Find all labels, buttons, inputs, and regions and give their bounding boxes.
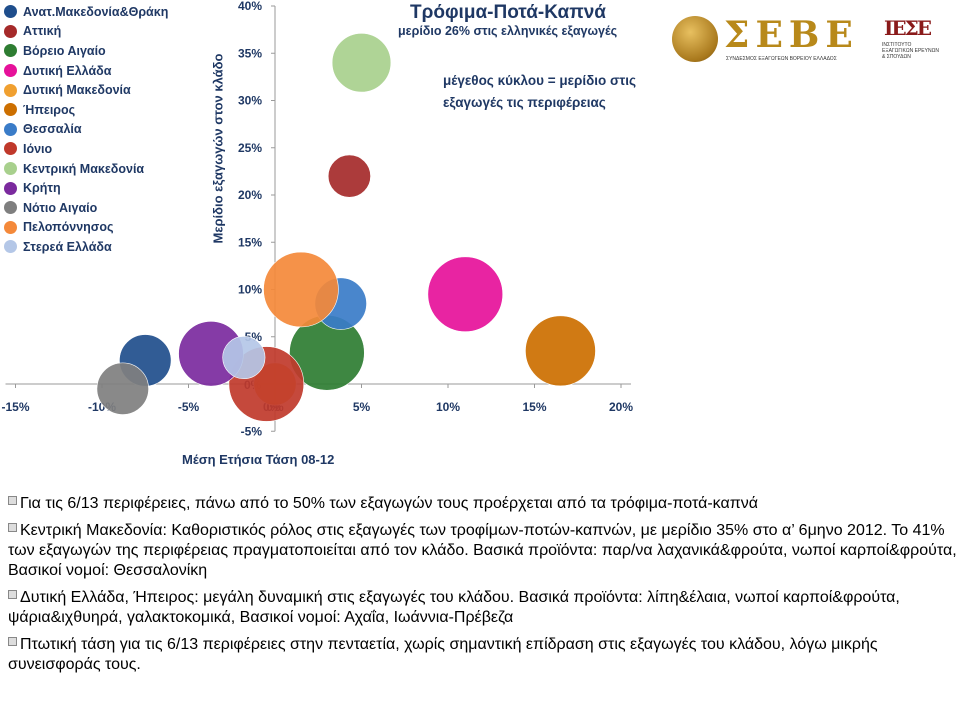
legend-swatch bbox=[4, 181, 17, 195]
legend-item: Δυτική Μακεδονία bbox=[4, 80, 179, 100]
legend-swatch bbox=[4, 162, 17, 176]
legend-swatch bbox=[4, 142, 17, 156]
legend-label: Βόρειο Αιγαίο bbox=[23, 43, 106, 58]
legend-label: Στερεά Ελλάδα bbox=[23, 239, 112, 254]
legend-swatch bbox=[4, 83, 17, 97]
legend-label: Κεντρική Μακεδονία bbox=[23, 161, 145, 176]
bubbles bbox=[96, 33, 596, 422]
legend: Ανατ.Μακεδονία&Θράκη Αττική Βόρειο Αιγαίο Δ… bbox=[4, 2, 179, 257]
legend-label: Θεσσαλία bbox=[23, 122, 82, 137]
bullet-list: Για τις 6/13 περιφέρειες, πάνω από το 50… bbox=[8, 494, 960, 682]
y-tick-label: 35% bbox=[238, 46, 262, 60]
y-tick-label: 25% bbox=[238, 141, 262, 155]
legend-item: Βόρειο Αιγαίο bbox=[4, 41, 179, 61]
x-tick-label: 15% bbox=[522, 400, 546, 414]
legend-item: Ήπειρος bbox=[4, 100, 179, 120]
legend-item: Νότιο Αιγαίο bbox=[4, 198, 179, 218]
legend-swatch bbox=[4, 240, 17, 254]
x-tick-label: -15% bbox=[1, 400, 29, 414]
bubble bbox=[263, 251, 339, 328]
legend-label: Νότιο Αιγαίο bbox=[23, 200, 98, 215]
bullet-item: Πτωτική τάση για τις 6/13 περιφέρειες στ… bbox=[8, 636, 878, 673]
bullet-item: Για τις 6/13 περιφέρειες, πάνω από το 50… bbox=[8, 494, 960, 514]
legend-swatch bbox=[4, 103, 17, 117]
size-note: μέγεθος κύκλου = μερίδιο στις εξαγωγές τ… bbox=[443, 73, 637, 110]
x-tick-label: 5% bbox=[353, 400, 371, 414]
chart-title: Τρόφιμα-Ποτά-Καπνά bbox=[410, 2, 606, 23]
legend-label: Ήπειρος bbox=[23, 102, 76, 117]
legend-swatch bbox=[4, 24, 17, 38]
legend-swatch bbox=[4, 44, 17, 58]
bullet-icon bbox=[8, 590, 17, 599]
seve-logo-subtitle: ΣΥΝΔΕΣΜΟΣ ΕΞΑΓΩΓΕΩΝ ΒΟΡΕΙΟΥ ΕΛΛΑΔΟΣ bbox=[726, 56, 837, 62]
bullet-icon bbox=[8, 523, 17, 532]
legend-item: Κεντρική Μακεδονία bbox=[4, 159, 179, 179]
legend-label: Δυτική Ελλάδα bbox=[23, 63, 112, 78]
y-tick-label: 40% bbox=[238, 0, 262, 13]
y-tick-label: 20% bbox=[238, 188, 262, 202]
legend-swatch bbox=[4, 220, 17, 234]
seve-logo: ΣΕΒΕ ΣΥΝΔΕΣΜΟΣ ΕΞΑΓΩΓΕΩΝ ΒΟΡΕΙΟΥ ΕΛΛΑΔΟΣ bbox=[672, 14, 867, 66]
legend-item: Θεσσαλία bbox=[4, 120, 179, 140]
bubble bbox=[327, 154, 371, 198]
seve-logo-text: ΣΕΒΕ bbox=[724, 14, 859, 56]
y-tick-label: -5% bbox=[241, 424, 263, 438]
ieese-logo: ΙΕΣΕ ΙΝΣΤΙΤΟΥΤΟ ΕΞΑΓΩΓΙΚΩΝ ΕΡΕΥΝΩΝ & ΣΠΟ… bbox=[880, 12, 950, 74]
legend-item: Αττική bbox=[4, 22, 179, 42]
bubble bbox=[427, 256, 504, 332]
coin-icon bbox=[672, 16, 718, 62]
legend-item: Κρήτη bbox=[4, 178, 179, 198]
legend-label: Ιόνιο bbox=[23, 141, 53, 156]
x-axis-label: Μέση Ετήσια Τάση 08-12 bbox=[182, 452, 335, 467]
chart-subtitle: μερίδιο 26% στις ελληνικές εξαγωγές bbox=[398, 24, 618, 38]
ieese-logo-mark: ΙΕΣΕ bbox=[884, 16, 932, 40]
legend-item: Ιόνιο bbox=[4, 139, 179, 159]
legend-swatch bbox=[4, 64, 17, 78]
y-tick-label: 10% bbox=[238, 283, 262, 297]
bullet-item: Κεντρική Μακεδονία: Καθοριστικός ρόλος σ… bbox=[8, 522, 957, 579]
bubble bbox=[525, 315, 596, 387]
legend-item: Στερεά Ελλάδα bbox=[4, 237, 179, 257]
legend-swatch bbox=[4, 122, 17, 136]
y-tick-label: 30% bbox=[238, 94, 262, 108]
bubble-chart: -15%-10%-5%0%5%10%15%20%-5%5%10%15%20%25… bbox=[1, 0, 633, 438]
bullet-icon bbox=[8, 637, 17, 646]
bubble bbox=[222, 336, 266, 380]
legend-label: Αττική bbox=[23, 24, 62, 39]
bubble bbox=[96, 362, 149, 415]
legend-swatch bbox=[4, 201, 17, 215]
legend-item: Ανατ.Μακεδονία&Θράκη bbox=[4, 2, 179, 22]
legend-swatch bbox=[4, 5, 17, 19]
legend-label: Δυτική Μακεδονία bbox=[23, 83, 131, 98]
ieese-logo-subtitle: ΙΝΣΤΙΤΟΥΤΟ ΕΞΑΓΩΓΙΚΩΝ ΕΡΕΥΝΩΝ & ΣΠΟΥΔΩΝ bbox=[882, 42, 939, 60]
bullet-icon bbox=[8, 496, 17, 505]
x-tick-label: 10% bbox=[436, 400, 460, 414]
y-tick-label: 15% bbox=[238, 235, 262, 249]
x-tick-label: 20% bbox=[609, 400, 633, 414]
legend-label: Πελοπόννησος bbox=[23, 220, 114, 235]
legend-label: Κρήτη bbox=[23, 181, 61, 196]
bullet-item: Δυτική Ελλάδα, Ήπειρος: μεγάλη δυναμική … bbox=[8, 589, 900, 626]
legend-label: Ανατ.Μακεδονία&Θράκη bbox=[23, 4, 169, 19]
legend-item: Δυτική Ελλάδα bbox=[4, 61, 179, 81]
x-tick-label: -5% bbox=[178, 400, 200, 414]
bubble bbox=[331, 33, 392, 93]
legend-item: Πελοπόννησος bbox=[4, 218, 179, 238]
